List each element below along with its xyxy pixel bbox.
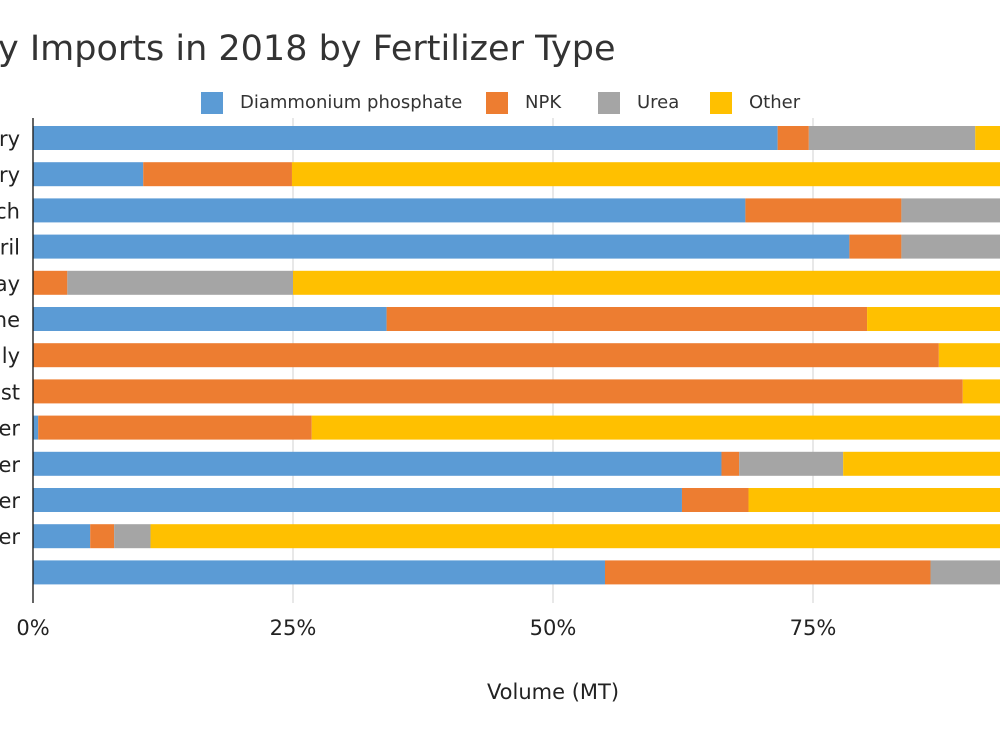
bar-segment: [901, 234, 1000, 259]
x-tick-label: 75%: [790, 616, 837, 640]
bar-segment: [849, 234, 902, 259]
bar-segment: [748, 488, 1000, 512]
bar-segment: [739, 451, 844, 476]
x-tick-label: 50%: [530, 616, 577, 640]
legend-swatch: [201, 92, 223, 114]
bar-segment: [293, 270, 1000, 295]
bar-segment: [930, 560, 1000, 585]
bar-segment: [33, 198, 746, 223]
bar-segment: [33, 270, 68, 295]
bar-segment: [745, 198, 902, 223]
bar-segment: [33, 379, 963, 404]
legend-label: NPK: [525, 92, 562, 113]
bar-segment: [291, 162, 1000, 187]
bar-segment: [843, 451, 1000, 476]
bar-segment: [33, 343, 939, 368]
category-label: ust: [0, 380, 20, 404]
x-tick-labels: 0% 25% 50% 75%: [16, 616, 836, 640]
legend-swatch: [486, 92, 508, 114]
bar-segment: [975, 126, 1000, 150]
bar-segment: [90, 524, 115, 549]
bars: [33, 126, 1000, 585]
bar-segment: [311, 415, 1000, 440]
bar-segment: [777, 126, 809, 150]
bar-segment: [33, 415, 39, 440]
bar-segment: [721, 451, 740, 476]
category-label: er: [0, 489, 20, 513]
bar-segment: [67, 270, 293, 295]
legend-swatch: [710, 92, 732, 114]
bar-segment: [681, 488, 749, 512]
bar-segment: [605, 560, 931, 585]
bar-segment: [33, 234, 850, 259]
legend-swatch: [598, 92, 620, 114]
bar-segment: [114, 524, 151, 549]
x-axis-title: Volume (MT): [487, 680, 619, 704]
bar-segment: [33, 307, 387, 331]
bar-segment: [808, 126, 976, 150]
bar-segment: [150, 524, 1000, 549]
bar-segment: [33, 488, 682, 512]
x-tick-label: 25%: [270, 616, 317, 640]
category-label: ril: [0, 236, 20, 260]
category-labels: ry ry ch ril ay ne uly ust er er er er: [0, 127, 20, 549]
bar-segment: [143, 162, 292, 187]
legend-label: Urea: [637, 92, 679, 113]
category-label: er: [0, 417, 20, 441]
category-label: ch: [0, 199, 20, 223]
bar-segment: [38, 415, 312, 440]
bar-segment: [867, 307, 1000, 331]
category-label: uly: [0, 344, 20, 368]
bar-segment: [33, 524, 91, 549]
bar-segment: [962, 379, 1000, 404]
legend-label: Diammonium phosphate: [240, 92, 462, 113]
bar-segment: [33, 162, 144, 187]
category-label: ne: [0, 308, 20, 332]
legend: Diammonium phosphate NPK Urea Other: [201, 92, 801, 114]
bar-segment: [386, 307, 868, 331]
category-label: ay: [0, 272, 20, 296]
bar-segment: [901, 198, 1000, 223]
category-label: er: [0, 525, 20, 549]
bar-segment: [33, 560, 605, 585]
chart-title: y Imports in 2018 by Fertilizer Type: [0, 29, 616, 69]
category-label: ry: [0, 127, 20, 151]
x-tick-label: 0%: [16, 616, 49, 640]
category-label: ry: [0, 163, 20, 187]
bar-segment: [33, 126, 778, 150]
bar-segment: [938, 343, 1000, 368]
bar-segment: [33, 451, 722, 476]
legend-label: Other: [749, 92, 801, 113]
category-label: er: [0, 453, 20, 477]
